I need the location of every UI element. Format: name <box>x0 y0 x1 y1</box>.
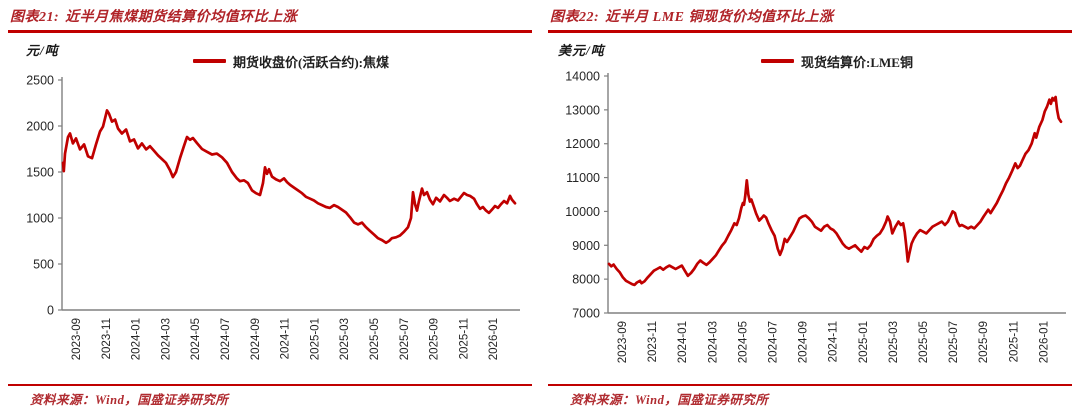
source-citation: 资料来源：Wind，国盛证券研究所 <box>570 393 769 407</box>
svg-text:2023-09: 2023-09 <box>71 318 83 360</box>
svg-text:2024-11: 2024-11 <box>280 318 292 359</box>
svg-text:7000: 7000 <box>572 307 600 321</box>
svg-text:2024-07: 2024-07 <box>220 318 232 360</box>
source-divider-rule <box>8 384 532 386</box>
svg-text:10000: 10000 <box>565 205 600 219</box>
svg-text:2024-07: 2024-07 <box>768 321 780 363</box>
chart-legend: 现货结算价:LME铜 <box>608 53 1066 70</box>
svg-text:8000: 8000 <box>572 273 600 287</box>
svg-text:2024-01: 2024-01 <box>677 321 689 363</box>
svg-text:2025-07: 2025-07 <box>948 321 960 363</box>
legend-series-label: 现货结算价:LME铜 <box>801 54 913 70</box>
svg-text:2025-09: 2025-09 <box>978 321 990 363</box>
figure-title: 图表21: 近半月焦煤期货结算价均值环比上涨 <box>10 6 530 26</box>
svg-text:2025-09: 2025-09 <box>429 318 441 360</box>
svg-text:2026-01: 2026-01 <box>1038 321 1050 363</box>
figure-panel-coking-coal: 图表21: 近半月焦煤期货结算价均值环比上涨 元/吨 期货收盘价(活跃合约):焦煤… <box>8 6 532 407</box>
figure-number: 图表21: <box>10 10 60 25</box>
svg-text:2024-05: 2024-05 <box>190 318 202 360</box>
svg-text:2024-01: 2024-01 <box>131 318 143 360</box>
svg-text:1000: 1000 <box>26 212 54 226</box>
svg-text:11000: 11000 <box>566 171 600 185</box>
legend-line-swatch <box>193 59 226 63</box>
chart-legend: 期货收盘价(活跃合约):焦煤 <box>62 53 520 70</box>
svg-text:0: 0 <box>47 304 54 318</box>
svg-text:2025-11: 2025-11 <box>458 318 470 359</box>
y-axis-unit-label: 美元/吨 <box>558 43 605 58</box>
y-axis-unit-label: 元/吨 <box>26 43 59 58</box>
svg-text:2023-11: 2023-11 <box>647 321 659 362</box>
figure-panel-lme-copper: 图表22: 近半月 LME 铜现货价均值环比上涨 美元/吨 现货结算价:LME铜 … <box>540 0 1080 414</box>
svg-text:2025-05: 2025-05 <box>369 318 381 360</box>
source-divider-rule <box>548 384 1072 386</box>
svg-text:1500: 1500 <box>26 166 54 180</box>
figure-title: 图表22: 近半月 LME 铜现货价均值环比上涨 <box>550 6 1070 26</box>
title-divider-rule <box>548 30 1072 33</box>
svg-text:13000: 13000 <box>565 103 600 117</box>
svg-text:2025-01: 2025-01 <box>858 321 870 363</box>
svg-text:2025-01: 2025-01 <box>309 318 321 360</box>
svg-text:2025-05: 2025-05 <box>918 321 930 363</box>
svg-text:500: 500 <box>33 258 54 272</box>
svg-text:2023-09: 2023-09 <box>617 321 629 363</box>
svg-text:2025-11: 2025-11 <box>1008 321 1020 362</box>
svg-text:2024-03: 2024-03 <box>160 318 172 360</box>
svg-text:9000: 9000 <box>572 239 600 253</box>
figure-title-text: 近半月 LME 铜现货价均值环比上涨 <box>605 10 834 25</box>
svg-text:2024-03: 2024-03 <box>707 321 719 363</box>
figure-title-text: 近半月焦煤期货结算价均值环比上涨 <box>65 10 298 25</box>
svg-text:2025-03: 2025-03 <box>888 321 900 363</box>
svg-text:2000: 2000 <box>26 120 54 134</box>
title-divider-rule <box>8 30 532 33</box>
svg-text:14000: 14000 <box>565 70 600 84</box>
legend-line-swatch <box>761 59 795 63</box>
legend-series-label: 期货收盘价(活跃合约):焦煤 <box>233 54 389 70</box>
svg-text:2024-11: 2024-11 <box>828 321 840 362</box>
figure-number: 图表22: <box>550 10 600 25</box>
svg-text:2500: 2500 <box>26 74 54 88</box>
line-chart-lme-copper-spot: 7000 8000 9000 10000 11000 12000 13000 14000 202… <box>565 70 1066 363</box>
source-citation: 资料来源：Wind，国盛证券研究所 <box>30 393 229 407</box>
svg-text:2026-01: 2026-01 <box>488 318 500 360</box>
svg-text:2023-11: 2023-11 <box>101 318 113 359</box>
svg-text:12000: 12000 <box>565 137 600 151</box>
svg-text:2025-03: 2025-03 <box>339 318 351 360</box>
svg-text:2024-09: 2024-09 <box>798 321 810 363</box>
line-chart-coking-coal-futures: 0 500 1000 1500 2000 2500 2023-09 2023-11 2024-0… <box>26 74 520 360</box>
svg-text:2025-07: 2025-07 <box>399 318 411 360</box>
svg-text:2024-05: 2024-05 <box>737 321 749 363</box>
svg-text:2024-09: 2024-09 <box>250 318 262 360</box>
